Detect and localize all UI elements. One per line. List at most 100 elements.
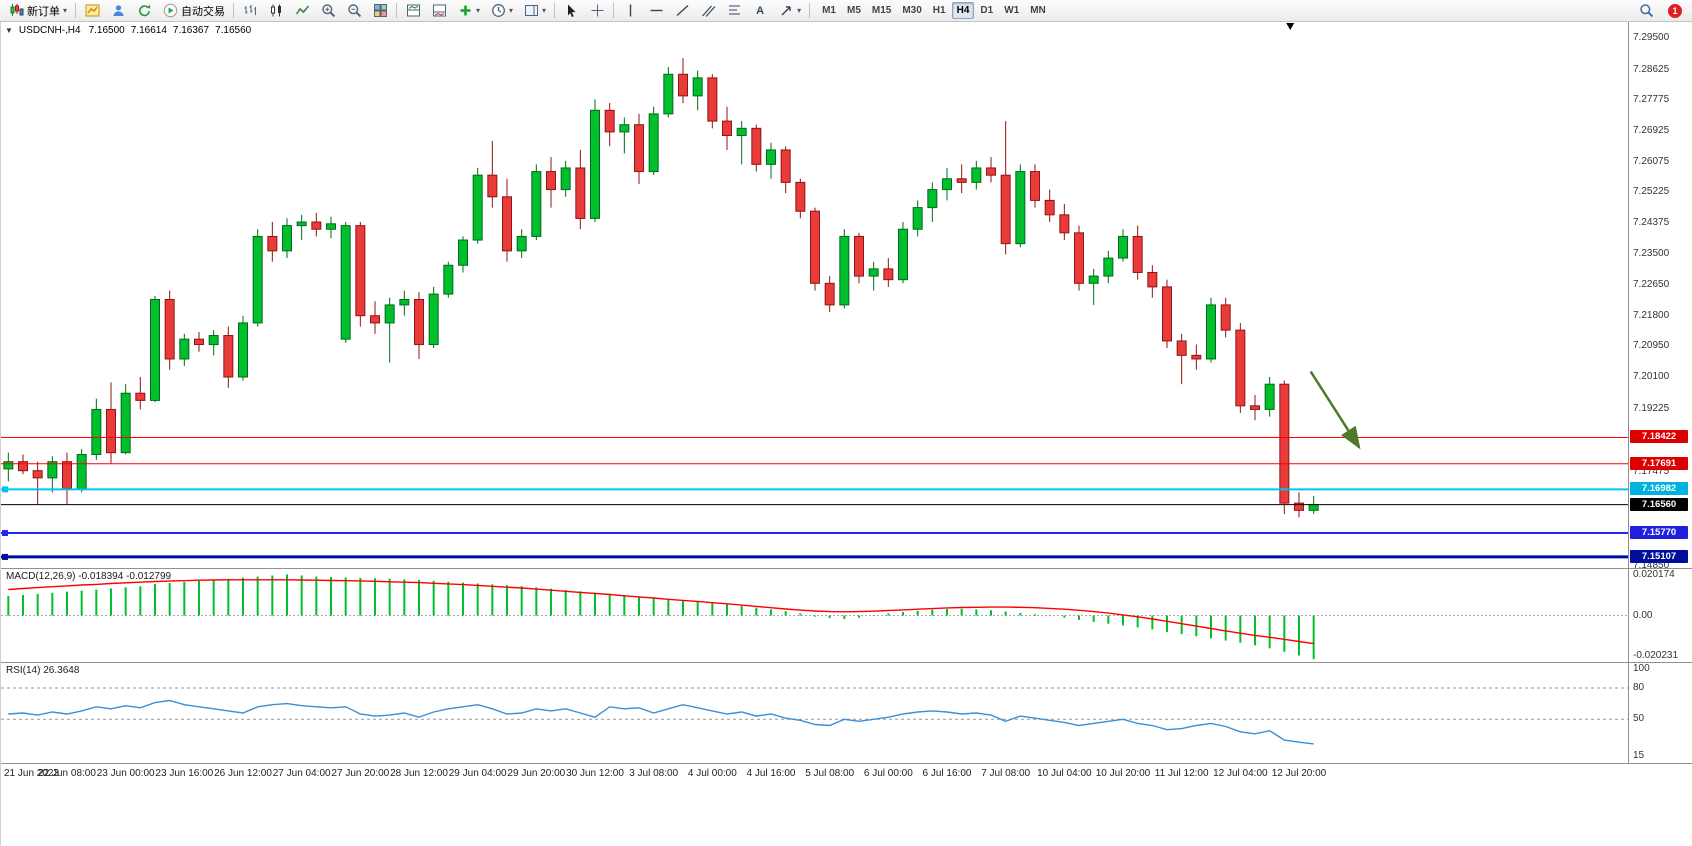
macd-axis[interactable]: 0.020174 0.00 -0.020231 [1629, 569, 1692, 662]
timeframe-d1-button[interactable]: D1 [975, 2, 998, 19]
macd-tick: 0.020174 [1633, 569, 1675, 580]
toolbar-separator [75, 3, 77, 18]
time-label: 29 Jun 20:00 [507, 768, 566, 779]
price-label-box[interactable]: 7.18422 [1630, 430, 1688, 444]
price-tick: 7.20100 [1633, 370, 1670, 382]
main-chart-plot[interactable]: ▼ USDCNH-,H4 7.16500 7.16614 7.16367 7.1… [1, 22, 1629, 568]
data-window-button[interactable] [400, 1, 426, 20]
timeframe-m15-button[interactable]: M15 [867, 2, 896, 19]
price-label-box[interactable]: 7.16982 [1630, 482, 1688, 496]
price-tick: 7.21800 [1633, 309, 1670, 321]
vertical-line-tool-button[interactable] [617, 1, 643, 20]
text-icon: A [756, 4, 765, 17]
toolbar-right-group: 1 [1633, 1, 1689, 20]
timeframe-m5-button[interactable]: M5 [842, 2, 866, 19]
time-label: 12 Jul 20:00 [1271, 768, 1327, 779]
price-tick: 7.29500 [1633, 32, 1670, 44]
rsi-name: RSI(14) [6, 665, 41, 676]
price-axis[interactable]: 7.29500 7.28625 7.27775 7.26925 7.26075 7.252… [1629, 22, 1692, 568]
macd-plot[interactable]: MACD(12,26,9) -0.018394 -0.012799 [1, 569, 1629, 662]
timeframe-h1-button[interactable]: H1 [928, 2, 951, 19]
bottom-filler [1, 784, 1692, 844]
new-chart-button[interactable] [79, 1, 105, 20]
collapse-icon[interactable]: ▼ [5, 26, 13, 35]
tile-windows-icon [372, 3, 388, 18]
indicator-window-icon [431, 3, 447, 18]
time-label: 27 Jun 20:00 [331, 768, 390, 779]
rsi-plot[interactable]: RSI(14) 26.3648 [1, 663, 1629, 763]
low-value: 7.16367 [172, 25, 210, 36]
vertical-line-icon [622, 3, 638, 18]
clock-icon [490, 3, 506, 18]
autotrade-icon [162, 3, 178, 18]
arrows-tool-button[interactable]: ▾ [773, 1, 806, 20]
chevron-down-icon: ▾ [797, 5, 802, 15]
timeframe-m1-button[interactable]: M1 [817, 2, 841, 19]
toolbar-separator [396, 3, 398, 18]
time-label: 27 Jun 04:00 [272, 768, 331, 779]
search-button[interactable] [1633, 1, 1659, 20]
price-tick: 7.27775 [1633, 94, 1670, 106]
channel-tool-button[interactable] [695, 1, 721, 20]
time-label: 30 Jun 12:00 [566, 768, 624, 779]
price-label-box[interactable]: 7.15770 [1630, 526, 1688, 540]
bar-chart-button[interactable] [237, 1, 263, 20]
period-button[interactable]: ▾ [485, 1, 518, 20]
template-icon [523, 3, 539, 18]
time-label: 7 Jul 08:00 [981, 768, 1031, 779]
autotrade-button[interactable]: 自动交易 [157, 1, 230, 21]
new-order-label: 新订单 [27, 5, 60, 18]
new-order-button[interactable]: 新订单 ▾ [3, 1, 72, 21]
rsi-tick: 100 [1633, 663, 1650, 674]
price-pane: ▼ USDCNH-,H4 7.16500 7.16614 7.16367 7.1… [1, 22, 1692, 569]
price-tick: 7.23500 [1633, 248, 1670, 260]
notifications-button[interactable]: 1 [1663, 2, 1687, 20]
new-chart-icon [84, 3, 100, 18]
chevron-down-icon: ▾ [63, 5, 68, 15]
timeframe-h4-button[interactable]: H4 [951, 2, 975, 19]
refresh-button[interactable] [131, 1, 157, 20]
horizontal-line-tool-button[interactable] [643, 1, 669, 20]
time-label: 26 Jun 12:00 [214, 768, 272, 779]
price-label-box[interactable]: 7.15107 [1630, 549, 1688, 563]
price-label-box[interactable]: 7.16560 [1630, 497, 1688, 511]
time-label: 22 Jun 08:00 [38, 768, 96, 779]
macd-pane: MACD(12,26,9) -0.018394 -0.012799 0.0201… [1, 569, 1692, 663]
chevron-down-icon: ▾ [542, 5, 547, 15]
indicator-window-button[interactable] [426, 1, 452, 20]
cursor-icon [563, 3, 579, 18]
symbol-period-label: USDCNH-,H4 [18, 25, 81, 36]
add-indicator-icon [457, 3, 473, 18]
add-indicator-button[interactable]: ▾ [452, 1, 485, 20]
timeframe-m30-button[interactable]: M30 [897, 2, 926, 19]
price-label-box[interactable]: 7.17691 [1630, 456, 1688, 470]
rsi-axis[interactable]: 100 80 50 15 [1629, 663, 1692, 763]
profile-button[interactable] [105, 1, 131, 20]
zoom-out-button[interactable] [341, 1, 367, 20]
timeframe-mn-button[interactable]: MN [1025, 2, 1051, 19]
time-axis[interactable]: 21 Jun 2023 22 Jun 08:00 23 Jun 00:00 23 Ju… [1, 764, 1692, 784]
fibonacci-tool-button[interactable] [721, 1, 747, 20]
fibonacci-icon [726, 3, 742, 18]
candlestick-chart-button[interactable] [263, 1, 289, 20]
toolbar-separator [809, 3, 811, 18]
chevron-down-icon: ▾ [476, 5, 481, 15]
timeframe-w1-button[interactable]: W1 [999, 2, 1024, 19]
time-label: 12 Jul 04:00 [1213, 768, 1268, 779]
text-tool-button[interactable]: A [747, 1, 773, 20]
cursor-button[interactable] [558, 1, 584, 20]
tile-windows-button[interactable] [367, 1, 393, 20]
crosshair-button[interactable] [584, 1, 610, 20]
time-label: 21 Jun 2023 [4, 768, 60, 779]
zoom-in-button[interactable] [315, 1, 341, 20]
zoom-in-icon [320, 3, 336, 18]
toolbar-separator [233, 3, 235, 18]
chart-window: ▼ USDCNH-,H4 7.16500 7.16614 7.16367 7.1… [0, 22, 1692, 846]
toolbar-separator [554, 3, 556, 18]
price-tick: 7.28625 [1633, 63, 1670, 75]
line-chart-button[interactable] [289, 1, 315, 20]
template-button[interactable]: ▾ [518, 1, 551, 20]
trendline-tool-button[interactable] [669, 1, 695, 20]
high-value: 7.16614 [130, 25, 167, 36]
time-label: 28 Jun 12:00 [390, 768, 448, 779]
